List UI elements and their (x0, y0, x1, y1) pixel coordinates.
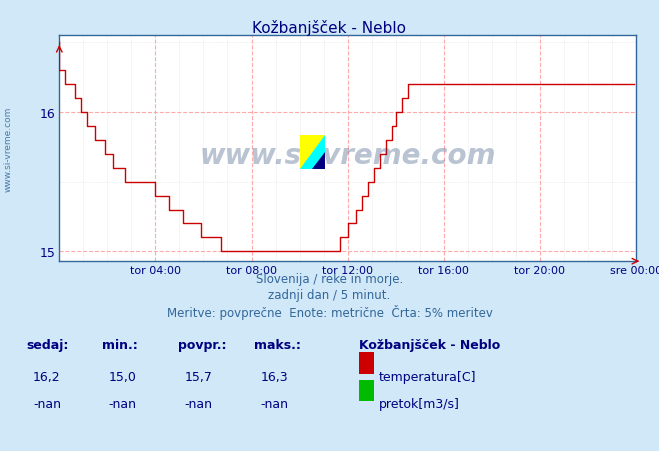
Text: www.si-vreme.com: www.si-vreme.com (3, 106, 13, 191)
Text: Kožbanjšček - Neblo: Kožbanjšček - Neblo (359, 338, 500, 351)
Text: maks.:: maks.: (254, 338, 301, 351)
Polygon shape (300, 135, 325, 169)
Text: -nan: -nan (185, 397, 212, 410)
Text: -nan: -nan (33, 397, 61, 410)
Text: povpr.:: povpr.: (178, 338, 227, 351)
Text: www.si-vreme.com: www.si-vreme.com (200, 142, 496, 170)
Text: Meritve: povprečne  Enote: metrične  Črta: 5% meritev: Meritve: povprečne Enote: metrične Črta:… (167, 304, 492, 319)
Text: zadnji dan / 5 minut.: zadnji dan / 5 minut. (268, 289, 391, 302)
Text: 16,3: 16,3 (260, 370, 288, 383)
Text: Kožbanjšček - Neblo: Kožbanjšček - Neblo (252, 20, 407, 36)
Text: -nan: -nan (109, 397, 136, 410)
Text: pretok[m3/s]: pretok[m3/s] (379, 397, 460, 410)
Text: Slovenija / reke in morje.: Slovenija / reke in morje. (256, 273, 403, 286)
Text: 16,2: 16,2 (33, 370, 61, 383)
Polygon shape (300, 135, 325, 169)
Text: -nan: -nan (260, 397, 288, 410)
Text: min.:: min.: (102, 338, 138, 351)
Text: 15,7: 15,7 (185, 370, 212, 383)
Polygon shape (312, 152, 325, 169)
Text: 15,0: 15,0 (109, 370, 136, 383)
Text: temperatura[C]: temperatura[C] (379, 370, 476, 383)
Text: sedaj:: sedaj: (26, 338, 69, 351)
